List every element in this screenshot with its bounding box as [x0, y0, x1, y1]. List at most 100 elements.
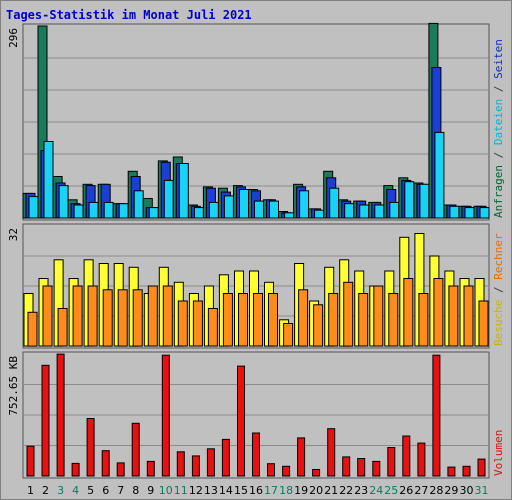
bar-rechner-day-1 — [27, 311, 38, 347]
bar-dateien-day-29 — [449, 205, 460, 219]
x-tick-label-17: 17 — [264, 484, 278, 497]
x-tick-label-14: 14 — [219, 484, 233, 497]
bar-volumen-day-17 — [267, 463, 275, 477]
bar-volumen-day-31 — [477, 458, 486, 477]
bar-dateien-day-1 — [28, 196, 39, 219]
bar-dateien-day-28 — [434, 131, 445, 219]
x-tick-label-16: 16 — [249, 484, 263, 497]
x-tick-label-21: 21 — [324, 484, 338, 497]
bar-dateien-day-26 — [404, 181, 415, 219]
bar-volumen-day-18 — [282, 465, 291, 477]
x-tick-label-25: 25 — [384, 484, 398, 497]
bar-volumen-day-7 — [116, 462, 125, 477]
bar-rechner-day-14 — [222, 293, 233, 347]
bar-volumen-day-6 — [101, 450, 110, 477]
x-tick-label-30: 30 — [460, 484, 474, 497]
bar-rechner-day-15 — [238, 293, 248, 347]
bar-volumen-day-9 — [146, 460, 155, 477]
bar-rechner-day-4 — [72, 285, 83, 347]
panels-layer: 296 Anfragen / Dateien / Seiten 32 Besuche … — [7, 22, 505, 479]
panel-middle: 32 Besuche / Rechner — [7, 223, 505, 349]
bar-volumen-day-16 — [252, 432, 260, 477]
x-tick-label-9: 9 — [147, 484, 154, 497]
bar-rechner-day-7 — [117, 289, 128, 347]
panel-middle-legend: Besuche / Rechner — [492, 233, 505, 346]
x-tick-label-6: 6 — [102, 484, 109, 497]
bar-dateien-day-4 — [73, 204, 84, 219]
bar-dateien-day-24 — [374, 204, 385, 219]
bar-volumen-day-4 — [71, 462, 80, 477]
bar-volumen-day-21 — [327, 428, 336, 477]
bar-rechner-day-17 — [268, 293, 278, 347]
bar-volumen-day-1 — [26, 445, 35, 477]
bar-rechner-day-3 — [57, 308, 68, 347]
bar-dateien-day-16 — [254, 200, 264, 219]
bar-volumen-day-5 — [86, 418, 95, 477]
bar-dateien-day-11 — [178, 163, 189, 219]
bar-volumen-day-10 — [161, 354, 170, 477]
bar-rechner-day-11 — [177, 300, 188, 347]
bar-rechner-day-12 — [192, 300, 203, 347]
bar-dateien-day-23 — [359, 204, 370, 219]
chart-title: Tages-Statistik im Monat Juli 2021 — [6, 8, 252, 22]
x-tick-label-10: 10 — [159, 484, 173, 497]
legend-entry-volumen: Volumen — [492, 430, 505, 476]
bar-dateien-day-6 — [103, 201, 114, 219]
legend-entry-separator: / — [492, 79, 505, 99]
x-tick-label-12: 12 — [189, 484, 203, 497]
legend-entry-anfragen: Anfragen — [492, 165, 505, 218]
bar-rechner-day-22 — [343, 281, 354, 347]
bar-volumen-day-28 — [432, 354, 441, 477]
bar-dateien-day-27 — [419, 183, 430, 219]
bar-dateien-day-5 — [88, 201, 99, 219]
bar-dateien-day-3 — [58, 185, 69, 219]
x-tick-label-29: 29 — [444, 484, 458, 497]
x-tick-label-3: 3 — [57, 484, 64, 497]
bar-volumen-day-19 — [297, 437, 306, 477]
panel-top-max-label: 296 — [7, 28, 20, 48]
bar-dateien-day-21 — [329, 187, 340, 219]
bar-rechner-day-8 — [132, 289, 143, 347]
panel-bottom: 752.65 KB Volumen — [7, 351, 505, 479]
bar-dateien-day-18 — [284, 212, 295, 219]
legend-entry-besuche: Besuche — [492, 300, 505, 346]
bar-dateien-day-22 — [344, 203, 355, 219]
x-tick-label-22: 22 — [339, 484, 353, 497]
bar-volumen-day-25 — [387, 447, 396, 477]
bar-rechner-day-25 — [388, 293, 399, 347]
bar-rechner-day-31 — [478, 300, 489, 347]
legend-entry-separator: / — [492, 280, 505, 300]
bar-rechner-day-10 — [162, 285, 173, 347]
x-tick-label-26: 26 — [399, 484, 413, 497]
x-tick-label-15: 15 — [234, 484, 248, 497]
bar-volumen-day-27 — [417, 442, 426, 477]
x-tick-label-11: 11 — [174, 484, 188, 497]
x-tick-label-1: 1 — [27, 484, 34, 497]
panel-bottom-legend: Volumen — [492, 430, 505, 476]
bar-volumen-day-8 — [131, 422, 140, 477]
bar-dateien-day-31 — [479, 207, 490, 219]
panel-top-legend: Anfragen / Dateien / Seiten — [492, 39, 505, 218]
x-tick-label-18: 18 — [279, 484, 293, 497]
bar-rechner-day-9 — [147, 285, 158, 347]
bar-rechner-day-30 — [463, 285, 474, 347]
bar-rechner-day-18 — [283, 323, 294, 347]
bar-volumen-day-14 — [221, 438, 230, 477]
bar-rechner-day-27 — [418, 293, 429, 347]
bar-rechner-day-2 — [42, 285, 53, 347]
x-tick-label-13: 13 — [204, 484, 218, 497]
bar-volumen-day-12 — [191, 455, 200, 477]
x-tick-label-24: 24 — [369, 484, 383, 497]
x-tick-label-19: 19 — [294, 484, 308, 497]
panel-middle-max-label: 32 — [7, 228, 20, 241]
bar-rechner-day-16 — [253, 293, 263, 347]
legend-entry-dateien: Dateien — [492, 99, 505, 145]
bar-volumen-day-23 — [357, 458, 366, 477]
bar-volumen-day-24 — [372, 460, 381, 477]
x-tick-label-4: 4 — [72, 484, 79, 497]
bar-dateien-day-19 — [299, 190, 310, 219]
bar-dateien-day-25 — [389, 201, 400, 219]
bar-rechner-day-23 — [358, 293, 369, 347]
bar-dateien-day-20 — [314, 209, 325, 219]
bar-rechner-day-19 — [298, 289, 309, 347]
